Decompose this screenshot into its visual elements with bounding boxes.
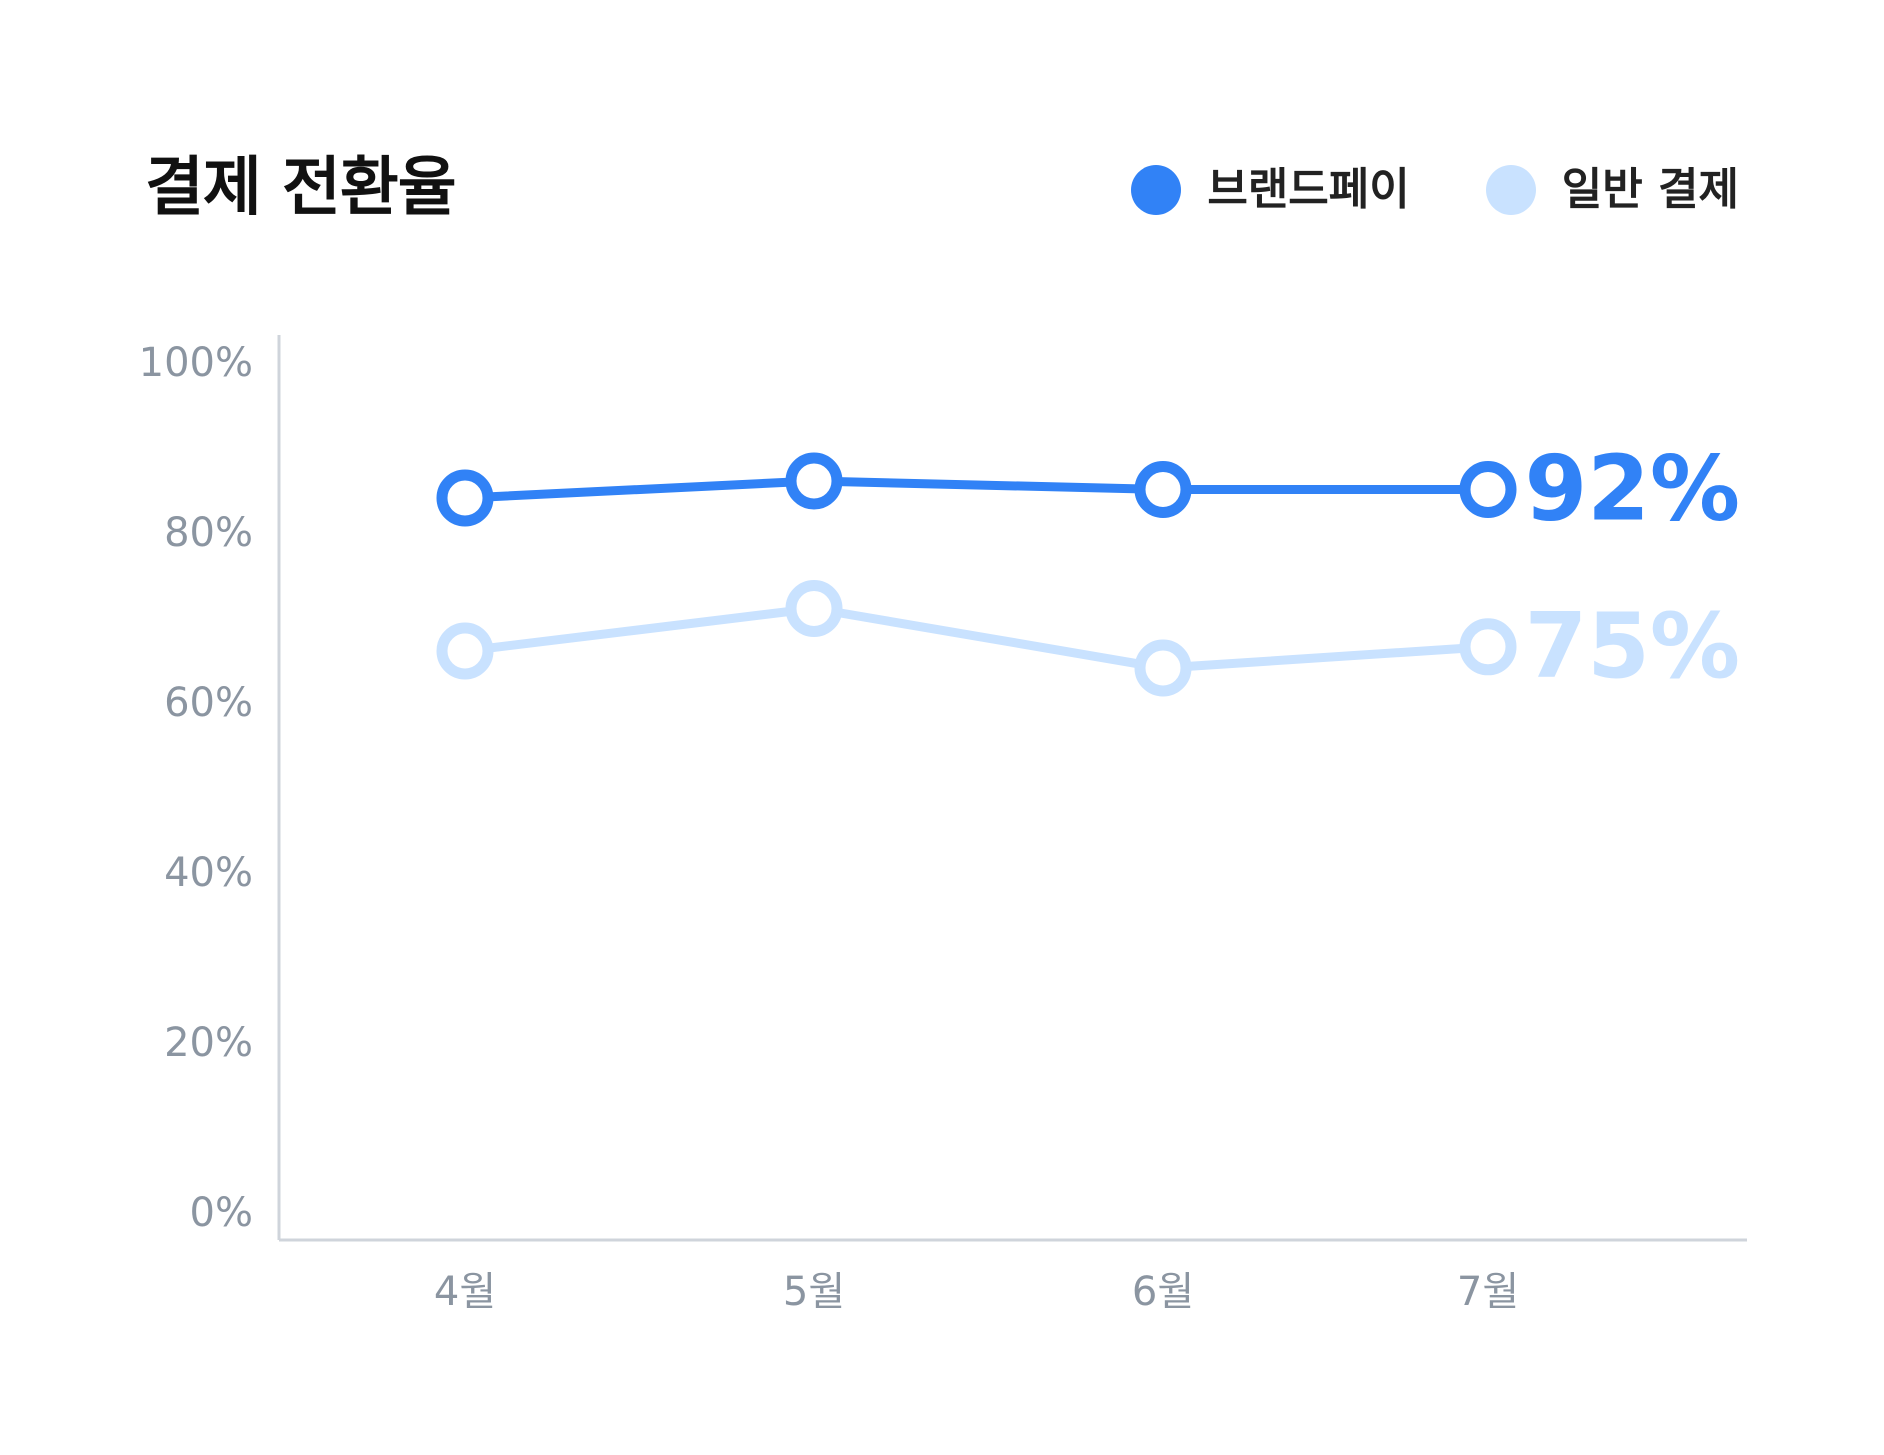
series-layer: 75%92% xyxy=(436,437,1740,699)
y-tick-label: 100% xyxy=(139,340,253,386)
data-point-general-payment xyxy=(1459,618,1517,676)
legend-item-general-payment: 일반 결제 xyxy=(1485,162,1739,218)
y-tick-label: 0% xyxy=(190,1190,253,1236)
x-tick-label: 4월 xyxy=(434,1269,496,1315)
data-point-general-payment xyxy=(1134,639,1192,697)
chart-title: 결제 전환율 xyxy=(145,151,457,225)
data-point-brandpay xyxy=(436,469,494,527)
y-tick-label: 20% xyxy=(164,1020,253,1066)
series-general-payment: 75% xyxy=(436,580,1740,699)
y-tick-label: 40% xyxy=(164,850,253,896)
data-point-brandpay xyxy=(1459,461,1517,518)
y-tick-label: 80% xyxy=(164,510,253,556)
x-tick-label: 7월 xyxy=(1457,1269,1519,1315)
legend-swatch-general-payment xyxy=(1485,165,1536,215)
axes xyxy=(277,335,1747,1242)
data-point-brandpay xyxy=(785,452,843,510)
legend: 브랜드페이 일반 결제 xyxy=(1131,162,1739,218)
x-tick-labels: 4월 5월 6월 7월 xyxy=(434,1269,1519,1315)
y-tick-labels: 0% 20% 40% 60% 80% 100% xyxy=(139,340,253,1236)
series-brandpay: 92% xyxy=(436,437,1740,542)
legend-label-general-payment: 일반 결제 xyxy=(1561,164,1739,215)
legend-label-brandpay: 브랜드페이 xyxy=(1207,164,1410,215)
x-tick-label: 5월 xyxy=(783,1269,845,1315)
end-value-label-general-payment: 75% xyxy=(1525,594,1740,699)
series-line-brandpay xyxy=(460,476,1493,503)
y-tick-label: 60% xyxy=(164,680,253,726)
x-tick-label: 6월 xyxy=(1132,1269,1194,1315)
end-value-label-brandpay: 92% xyxy=(1525,437,1740,542)
series-line-general-payment xyxy=(460,604,1493,673)
legend-item-brandpay: 브랜드페이 xyxy=(1131,162,1410,218)
legend-swatch-brandpay xyxy=(1131,165,1182,215)
data-point-general-payment xyxy=(436,622,494,680)
data-point-brandpay xyxy=(1134,461,1192,518)
data-point-general-payment xyxy=(785,580,843,637)
